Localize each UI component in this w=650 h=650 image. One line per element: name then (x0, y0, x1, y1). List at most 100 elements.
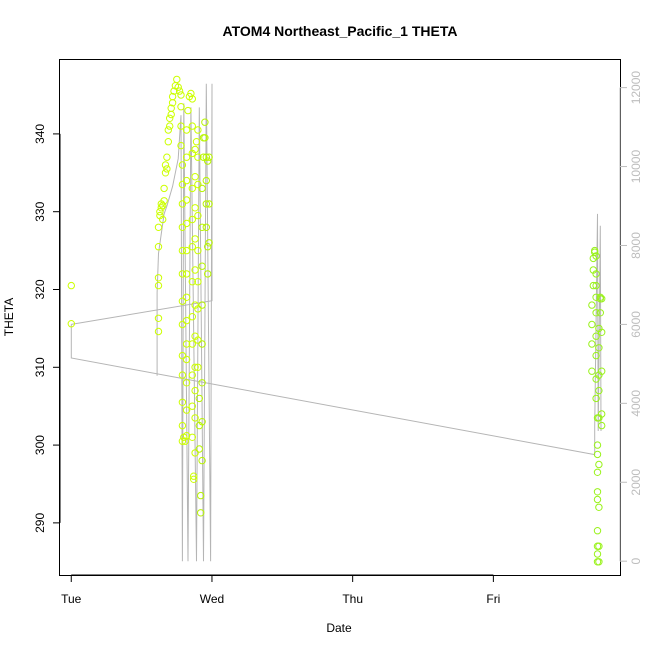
data-point (182, 126, 191, 134)
data-point (598, 410, 606, 418)
data-point (188, 433, 197, 441)
data-point (202, 223, 211, 232)
data-point (160, 197, 168, 205)
data-point (175, 87, 184, 95)
data-point (182, 293, 191, 301)
data-point (182, 176, 191, 185)
secondary-line-layer (70, 83, 602, 562)
y2-tick-label: 10000 (629, 150, 643, 184)
data-point (198, 262, 206, 270)
x-axis: Tue Wed Thu Fri (61, 574, 500, 606)
data-point (588, 301, 596, 309)
data-point (593, 468, 602, 476)
data-point (194, 126, 202, 134)
data-point (194, 363, 202, 371)
data-point (190, 475, 198, 483)
data-point (182, 153, 191, 161)
data-point (191, 386, 199, 395)
data-point (205, 239, 213, 247)
data-point (195, 445, 204, 453)
data-point (593, 527, 602, 535)
data-point (191, 266, 199, 274)
data-point (592, 252, 600, 260)
data-point (163, 153, 171, 161)
data-point (177, 122, 185, 130)
data-point (188, 371, 197, 379)
data-point (595, 386, 603, 395)
data-point (166, 114, 174, 123)
data-point (188, 184, 197, 193)
data-point (598, 421, 606, 430)
data-point (182, 406, 191, 414)
data-point (166, 122, 174, 130)
data-point (194, 211, 202, 220)
data-point (201, 134, 209, 142)
data-point (178, 371, 187, 379)
data-point (198, 301, 206, 309)
data-point (192, 138, 201, 146)
data-point (188, 95, 197, 103)
data-point (199, 153, 208, 161)
data-point (204, 243, 212, 251)
data-point (182, 379, 191, 387)
data-point (170, 87, 178, 95)
data-point (182, 316, 191, 325)
data-point (184, 106, 192, 115)
data-point (190, 472, 198, 480)
data-point (194, 278, 202, 286)
chart-title: ATOM4 Northeast_Pacific_1 THETA (223, 23, 458, 39)
y2-tick-label: 8000 (629, 232, 643, 259)
data-point (191, 363, 199, 371)
data-point (182, 196, 191, 204)
x-tick-label: Tue (61, 592, 82, 606)
data-point (198, 379, 206, 387)
data-point (595, 344, 603, 352)
data-point (204, 157, 212, 165)
data-point (178, 180, 187, 189)
data-points (67, 75, 606, 566)
y-axis-label: THETA (2, 298, 16, 336)
data-point (198, 340, 206, 348)
data-point (188, 402, 197, 410)
secondary-y-axis: 0 2000 4000 6000 8000 10000 12000 (619, 71, 643, 565)
data-point (592, 332, 600, 340)
data-point (198, 223, 206, 232)
data-point (178, 200, 187, 208)
y2-tick-label: 2000 (629, 469, 643, 496)
data-point (154, 223, 163, 232)
data-point (596, 293, 604, 301)
data-point (154, 327, 163, 336)
data-point (167, 104, 175, 112)
data-point (182, 355, 191, 364)
secondary-line-early (71, 83, 213, 562)
data-point (67, 281, 76, 290)
data-point (178, 297, 187, 305)
data-point (156, 208, 164, 216)
x-tick-label: Fri (486, 592, 500, 606)
data-point (188, 313, 197, 321)
data-point (191, 204, 199, 212)
data-point (182, 270, 191, 278)
data-point (205, 200, 213, 208)
data-point (182, 219, 191, 228)
data-point (595, 542, 603, 550)
data-point (593, 450, 602, 459)
data-point (593, 488, 602, 496)
data-point (204, 270, 212, 278)
data-point (188, 340, 197, 348)
data-point (182, 246, 191, 255)
data-point (198, 184, 206, 193)
data-point (178, 246, 187, 255)
data-point (159, 201, 167, 210)
data-point (588, 340, 596, 348)
data-point (588, 320, 596, 329)
data-point (197, 509, 205, 517)
data-point (178, 223, 187, 232)
y-tick-label: 290 (33, 513, 47, 533)
data-point (173, 75, 181, 84)
data-point (178, 398, 187, 406)
y2-tick-label: 6000 (629, 311, 643, 338)
data-point (188, 215, 197, 224)
y-tick-label: 300 (33, 435, 47, 455)
